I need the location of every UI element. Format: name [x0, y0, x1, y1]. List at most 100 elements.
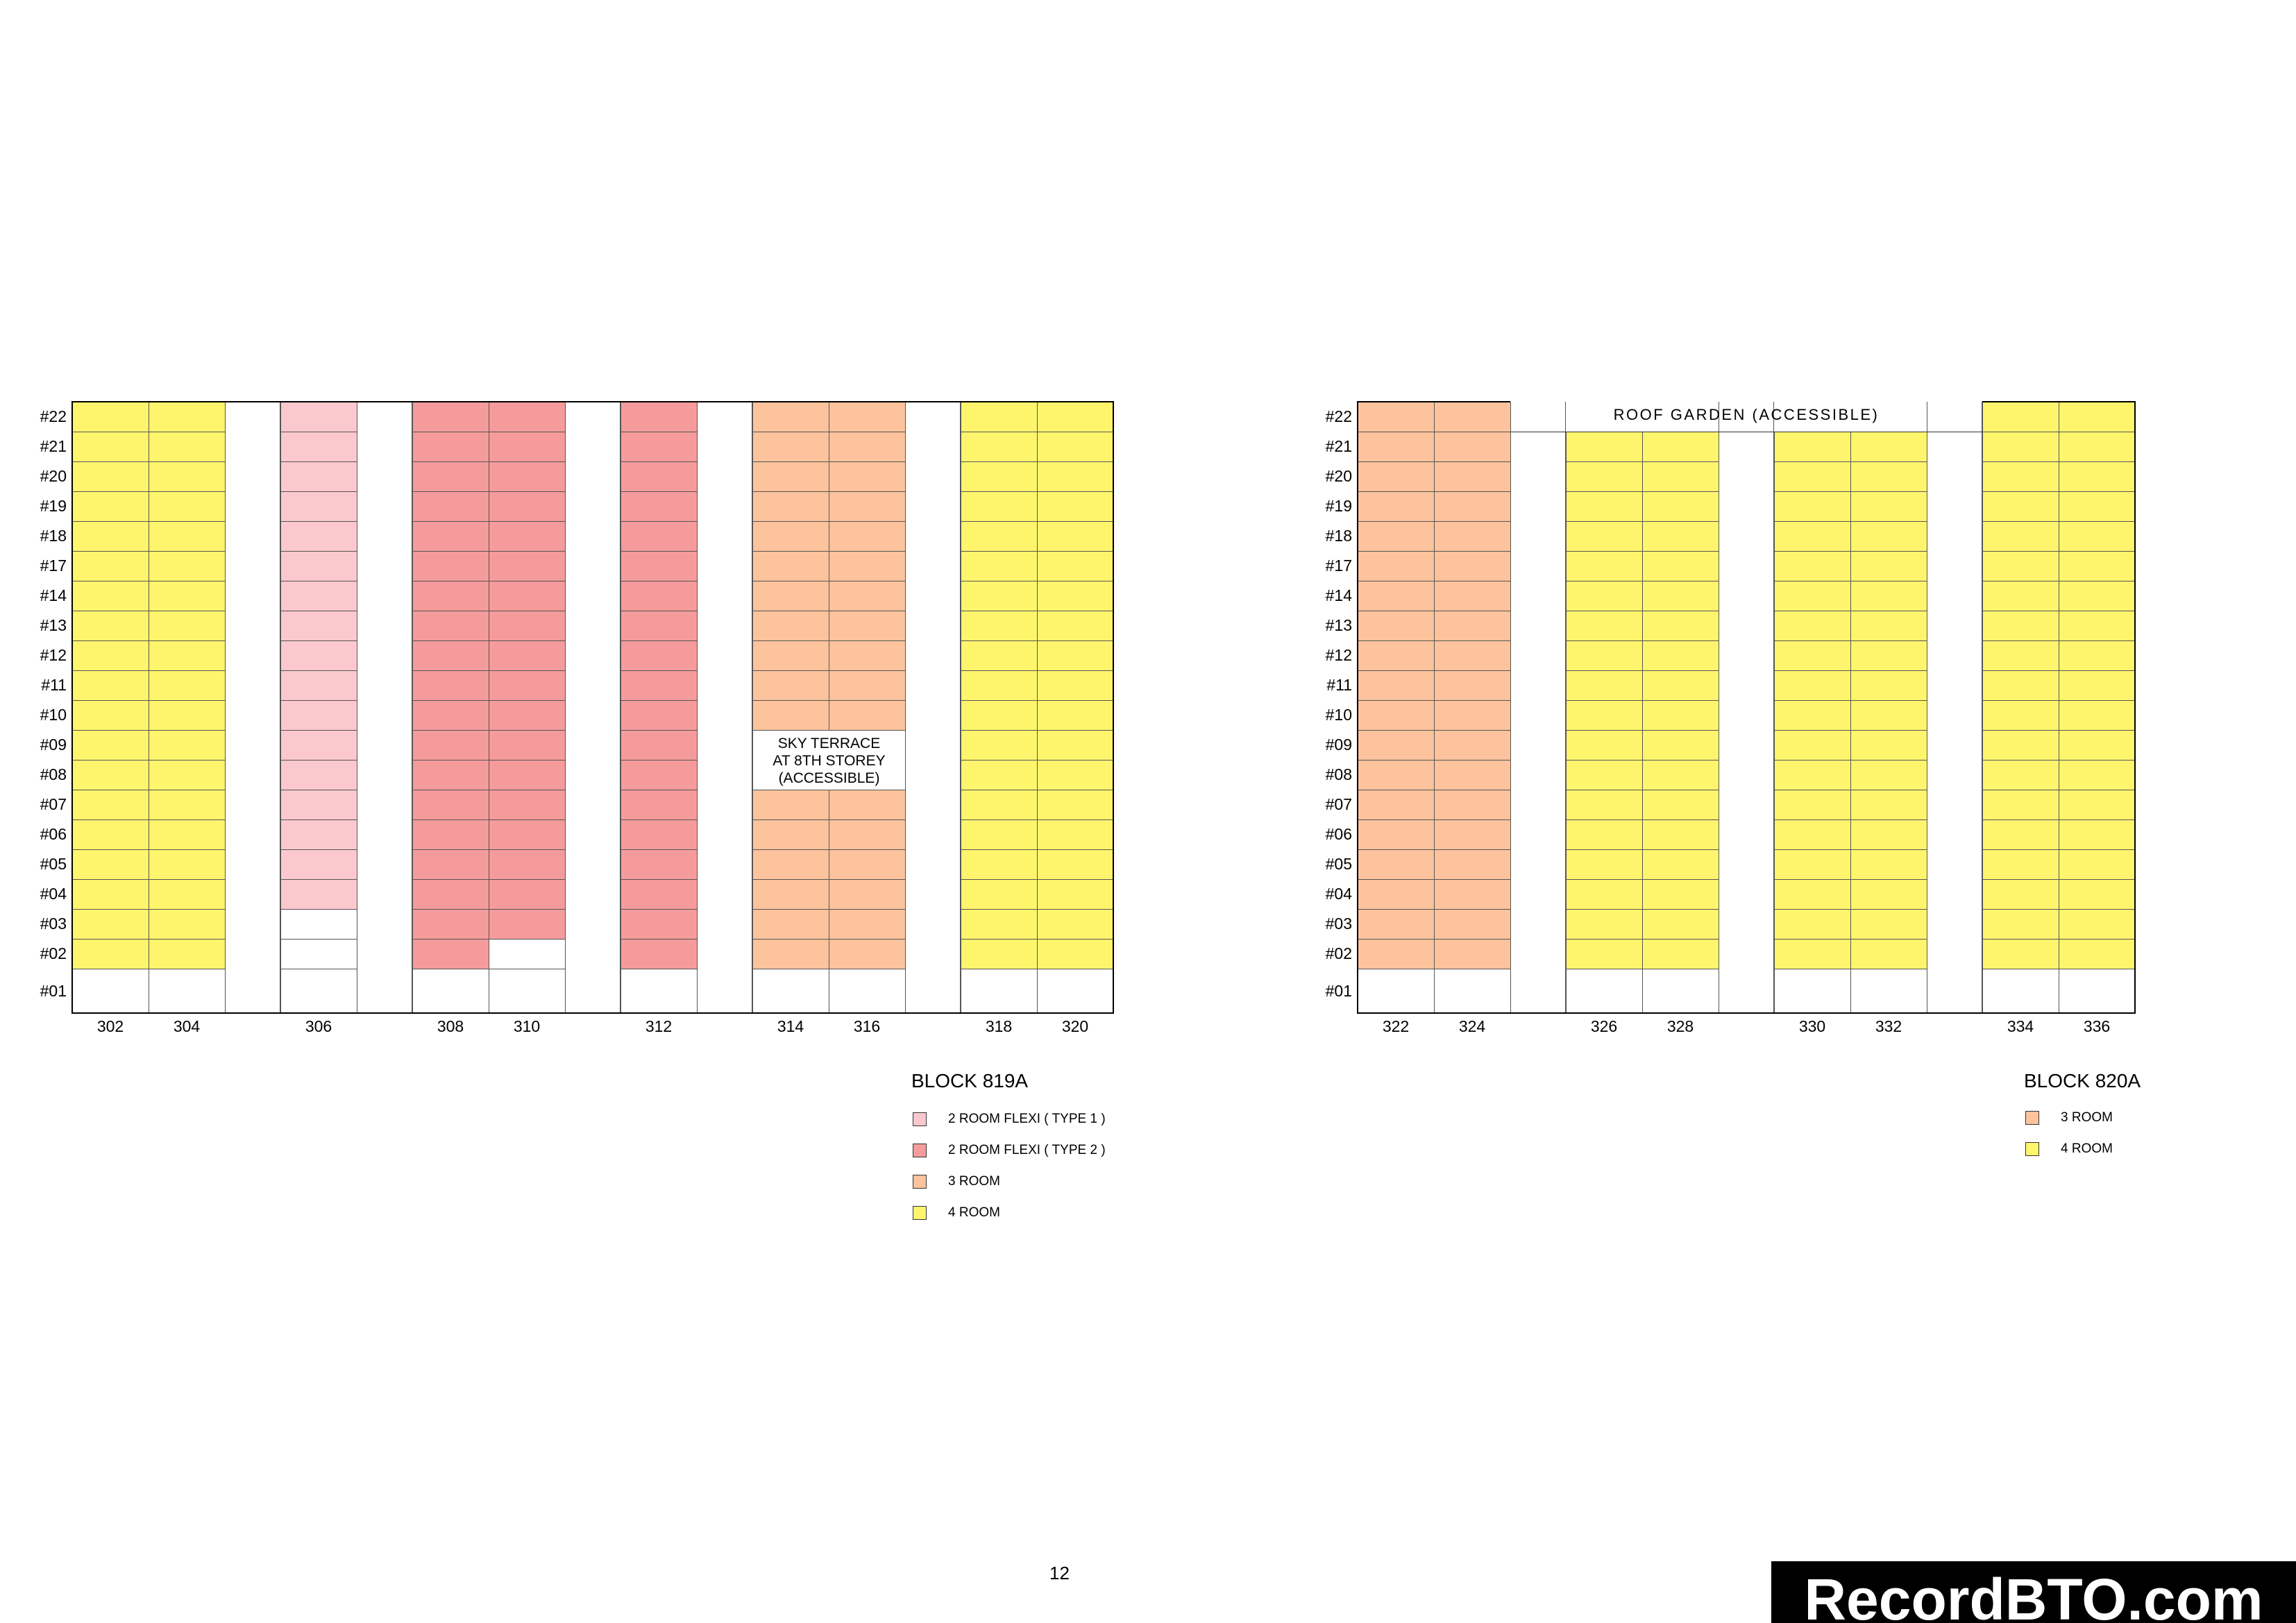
floor-label: #14 [1325, 586, 1352, 604]
unit-cell [2059, 819, 2136, 850]
unit-cell [1434, 611, 1511, 641]
unit-cell [1982, 790, 2059, 820]
unit-number-label: 324 [1458, 1017, 1486, 1035]
unit-cell [1358, 461, 1435, 492]
unit-cell [1566, 730, 1643, 760]
unit-cell [1358, 849, 1435, 880]
unit-cell [1434, 939, 1511, 969]
unit-cell [1566, 581, 1643, 611]
unit-cell [1642, 491, 1719, 522]
unit-cell [2059, 969, 2136, 1014]
floor-label: #20 [40, 467, 67, 485]
unit-cell [1434, 760, 1511, 790]
unit-cell [1037, 461, 1114, 492]
unit-cell [752, 819, 829, 850]
sky-terrace-label: SKY TERRACE AT 8TH STOREY (ACCESSIBLE) [752, 730, 906, 790]
floor-label: #07 [1325, 795, 1352, 813]
unit-cell [149, 819, 226, 850]
unit-cell [1850, 521, 1927, 552]
unit-cell [1774, 819, 1851, 850]
unit-cell [752, 969, 829, 1014]
unit-cell [752, 581, 829, 611]
unit-cell [489, 939, 566, 969]
unit-cell [2059, 939, 2136, 969]
unit-cell [1982, 670, 2059, 701]
unit-cell [1850, 730, 1927, 760]
unit-cell [72, 551, 149, 581]
unit-cell [1982, 879, 2059, 910]
unit-cell [1774, 521, 1851, 552]
unit-cell [1642, 969, 1719, 1014]
unit-cell [280, 461, 357, 492]
floor-label: #18 [1325, 527, 1352, 545]
floor-label: #01 [40, 982, 67, 1000]
unit-cell [1642, 640, 1719, 671]
unit-cell [1566, 849, 1643, 880]
unit-cell [1434, 670, 1511, 701]
unit-cell [149, 581, 226, 611]
floor-label: #09 [1325, 736, 1352, 754]
unit-cell [961, 879, 1038, 910]
unit-number-label: 316 [853, 1017, 881, 1035]
unit-cell [149, 611, 226, 641]
unit-number-label: 314 [777, 1017, 804, 1035]
unit-cell [1358, 909, 1435, 940]
legend-swatch [913, 1175, 927, 1189]
unit-cell [1434, 700, 1511, 731]
unit-cell [1434, 879, 1511, 910]
void-column [565, 402, 621, 1013]
unit-cell [1642, 611, 1719, 641]
unit-cell [1982, 760, 2059, 790]
unit-cell [1982, 909, 2059, 940]
unit-cell [621, 969, 698, 1014]
unit-cell [1566, 879, 1643, 910]
floor-label: #21 [40, 437, 67, 455]
unit-cell [829, 461, 906, 492]
unit-cell [1037, 640, 1114, 671]
unit-cell [1850, 461, 1927, 492]
unit-cell [621, 819, 698, 850]
unit-cell [1566, 432, 1643, 462]
unit-cell [1982, 819, 2059, 850]
legend-item: 3 ROOM [2025, 1109, 2113, 1127]
floor-label: #13 [1325, 616, 1352, 634]
unit-cell [412, 849, 489, 880]
block-title: BLOCK 820A [2024, 1070, 2141, 1091]
watermark-logo: RecordBTO.com [1771, 1561, 2296, 1623]
unit-number-label: 326 [1590, 1017, 1618, 1035]
unit-cell [2059, 849, 2136, 880]
unit-cell [1434, 491, 1511, 522]
unit-cell [2059, 700, 2136, 731]
unit-cell [752, 551, 829, 581]
unit-cell [1850, 611, 1927, 641]
unit-cell [1642, 551, 1719, 581]
floor-label: #07 [40, 795, 67, 813]
unit-cell [1358, 670, 1435, 701]
void-column [1927, 402, 1982, 1013]
floor-label: #03 [40, 915, 67, 933]
legend-item: 2 ROOM FLEXI ( TYPE 2 ) [913, 1141, 1106, 1159]
unit-cell [1566, 790, 1643, 820]
unit-cell [280, 581, 357, 611]
unit-cell [961, 611, 1038, 641]
unit-cell [1566, 521, 1643, 552]
unit-cell [1774, 909, 1851, 940]
unit-cell [1982, 551, 2059, 581]
unit-cell [280, 521, 357, 552]
unit-cell [1982, 730, 2059, 760]
floor-label: #21 [1325, 437, 1352, 455]
unit-cell [2059, 402, 2136, 432]
floor-label: #05 [1325, 855, 1352, 873]
unit-cell [72, 969, 149, 1014]
unit-cell [1358, 432, 1435, 462]
floor-label: #03 [1325, 915, 1352, 933]
unit-cell [1434, 432, 1511, 462]
unit-cell [1434, 909, 1511, 940]
unit-cell [2059, 461, 2136, 492]
unit-cell [621, 700, 698, 731]
floor-label: #19 [40, 497, 67, 515]
unit-cell [2059, 670, 2136, 701]
floor-label: #20 [1325, 467, 1352, 485]
unit-cell [1434, 581, 1511, 611]
